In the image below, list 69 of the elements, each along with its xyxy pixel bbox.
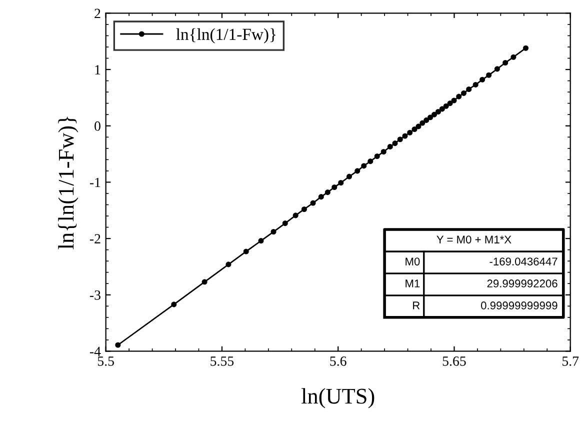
point <box>171 302 177 308</box>
point <box>451 98 457 104</box>
point <box>494 66 500 72</box>
point <box>318 194 324 200</box>
annotation: -169.0436447 <box>490 258 558 266</box>
point <box>243 248 249 254</box>
point <box>374 153 380 160</box>
point <box>460 90 467 96</box>
x-axis-title: ln(UTS) <box>302 388 374 408</box>
annotation: 0.99999999999 <box>481 302 558 310</box>
point <box>456 94 462 100</box>
point <box>466 86 472 92</box>
point <box>480 76 486 82</box>
point <box>301 206 307 212</box>
x-tick-label: 5.6 <box>330 356 346 366</box>
annotation: Y = M0 + M1*X <box>436 236 512 244</box>
point <box>510 54 516 60</box>
point <box>435 108 441 115</box>
point <box>332 184 338 190</box>
point <box>361 163 367 169</box>
point <box>416 124 422 130</box>
point <box>338 180 344 186</box>
y-tick-label: -4 <box>90 346 101 356</box>
point <box>443 103 449 109</box>
point <box>368 158 374 164</box>
point <box>447 100 453 106</box>
x-tick-label: 5.65 <box>442 356 466 366</box>
point <box>502 60 508 66</box>
y-tick-label: -2 <box>90 234 100 244</box>
y-tick-label: 2 <box>94 8 100 18</box>
point <box>354 168 360 174</box>
x-tick-label: 5.55 <box>210 356 234 366</box>
y-tick-label: 0 <box>94 121 100 131</box>
x-tick-label: 5.5 <box>98 356 114 366</box>
point <box>226 262 232 268</box>
point <box>522 45 529 51</box>
point <box>428 114 434 120</box>
point <box>258 238 264 244</box>
point <box>439 106 445 112</box>
y-tick-label: -3 <box>90 290 100 300</box>
point <box>346 174 352 180</box>
annotation: 29.999992206 <box>487 280 558 288</box>
legend-label: ln{ln(1/1-Fw)} <box>176 28 276 44</box>
annotation: R <box>413 302 420 310</box>
point <box>397 136 403 142</box>
point <box>380 148 386 155</box>
y-tick-label: 1 <box>95 65 100 74</box>
point <box>424 117 430 123</box>
point <box>115 342 121 348</box>
point <box>202 279 208 285</box>
point <box>431 112 438 118</box>
point <box>412 126 418 132</box>
point <box>282 220 288 226</box>
point <box>310 200 316 206</box>
annotation: M1 <box>406 280 420 288</box>
point <box>324 190 330 196</box>
point <box>270 228 276 235</box>
point <box>407 130 413 136</box>
point <box>387 144 393 150</box>
x-tick-label: 5.7 <box>562 356 579 366</box>
point <box>392 140 398 146</box>
point <box>402 133 408 139</box>
point <box>472 82 478 88</box>
point <box>420 120 426 126</box>
point <box>292 212 298 218</box>
point <box>486 72 492 78</box>
y-tick-label: -1 <box>90 178 100 188</box>
y-axis-title: ln{ln(1/1-Fw)} <box>58 116 78 250</box>
annotation: M0 <box>406 258 420 266</box>
